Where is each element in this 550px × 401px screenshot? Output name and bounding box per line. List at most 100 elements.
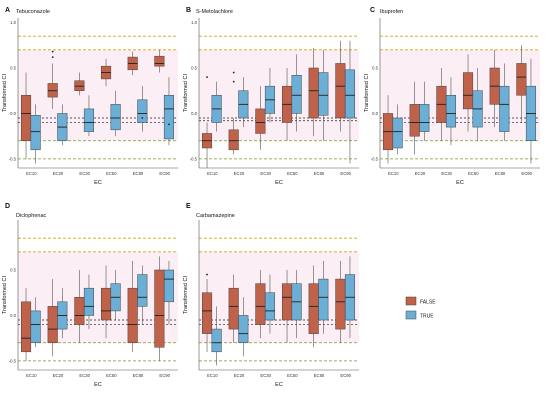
y-tick-label: 0.5: [10, 66, 16, 71]
box-false: [74, 80, 85, 91]
y-tick-label: 0.0: [191, 111, 197, 116]
x-tick-label: EC90: [159, 373, 170, 378]
box-false: [308, 283, 319, 334]
y-tick-label: 0.5: [191, 66, 197, 71]
outlier-point: [206, 76, 208, 78]
x-tick-label: EC20: [234, 171, 245, 176]
y-axis-title: Transformed CI: [364, 74, 370, 112]
y-tick-label: 1.0: [191, 20, 197, 25]
y-tick-label: 1.0: [10, 20, 16, 25]
box-true: [392, 117, 403, 149]
x-tick-label: EC30: [260, 373, 271, 378]
y-tick-label: 0.5: [372, 66, 378, 71]
box-true: [30, 115, 41, 151]
box-false: [20, 95, 32, 141]
y-tick-label: -0.5: [371, 156, 379, 161]
panel-letter: B: [186, 7, 191, 14]
x-tick-label: EC10: [388, 171, 399, 176]
x-tick-label: EC10: [207, 171, 218, 176]
y-tick-label: 0.0: [10, 111, 16, 116]
x-axis-title: EC: [94, 382, 102, 388]
pastel-band: [18, 49, 178, 141]
box-true: [137, 99, 148, 123]
outlier-point: [168, 123, 170, 126]
x-axis-title: EC: [94, 180, 102, 186]
box-true: [445, 95, 457, 128]
legend-swatch: [405, 296, 417, 306]
panel-title: Diclophenac: [16, 213, 47, 219]
box-false: [335, 278, 346, 330]
x-tick-label: EC50: [106, 373, 117, 378]
panel-letter: D: [5, 203, 10, 210]
box-false: [47, 83, 58, 98]
box-false: [154, 55, 165, 67]
box-true: [419, 104, 430, 132]
box-true: [83, 287, 95, 316]
pastel-band: [380, 49, 540, 141]
box-true: [318, 278, 329, 321]
x-tick-label: EC30: [79, 373, 90, 378]
y-axis-title: Transformed CI: [183, 74, 189, 112]
box-false: [201, 292, 213, 334]
x-tick-label: EC30: [260, 171, 271, 176]
box-false: [516, 63, 527, 96]
x-tick-label: EC10: [26, 373, 37, 378]
x-tick-label: EC90: [340, 373, 351, 378]
x-tick-label: EC80: [133, 171, 144, 176]
box-false: [255, 283, 266, 325]
outlier-point: [232, 80, 235, 83]
panel-letter: C: [370, 7, 375, 14]
x-tick-label: EC30: [79, 171, 90, 176]
x-tick-label: EC90: [521, 171, 532, 176]
panel-letter: E: [186, 203, 191, 210]
box-true: [318, 72, 329, 116]
legend-swatch: [405, 310, 417, 320]
panel-letter: A: [5, 7, 10, 14]
box-true: [291, 75, 302, 114]
y-tick-label: -0.5: [9, 156, 17, 161]
x-tick-label: EC80: [314, 171, 325, 176]
y-tick-label: 0.0: [10, 313, 16, 318]
box-false: [228, 129, 239, 151]
legend-label: TRUE: [420, 314, 434, 320]
box-true: [238, 315, 249, 343]
outlier-point: [141, 117, 144, 119]
panel-e: E Carbamazepine Transformed CI EC10 EC20 EC30…: [183, 203, 359, 388]
box-false: [154, 269, 165, 348]
y-tick-label: -0.5: [190, 156, 198, 161]
outlier-point: [51, 50, 54, 53]
panel-title: Carbamazepine: [196, 213, 235, 219]
box-false: [100, 287, 112, 321]
box-false: [308, 67, 319, 119]
panel-title: Tebuconazole: [16, 9, 50, 15]
x-tick-label: EC20: [234, 373, 245, 378]
x-axis-title: EC: [275, 382, 283, 388]
x-tick-label: EC10: [26, 171, 37, 176]
box-true: [137, 274, 148, 307]
box-false: [228, 287, 239, 330]
x-tick-label: EC90: [340, 171, 351, 176]
pastel-band: [199, 49, 359, 141]
box-false: [20, 301, 32, 353]
box-true: [499, 85, 510, 132]
box-true: [163, 269, 175, 303]
y-axis-title: Transformed CI: [2, 276, 8, 314]
box-true: [83, 108, 95, 132]
box-true: [30, 310, 41, 343]
outlier-point: [232, 71, 235, 74]
panel-b: B S-Metolachlore 1.0 0.5 0.0 -0.5 Transformed …: [183, 7, 359, 186]
pastel-band: [199, 251, 359, 343]
y-tick-label: 0.5: [10, 268, 16, 273]
box-false: [335, 63, 346, 119]
x-tick-label: EC80: [314, 373, 325, 378]
x-tick-label: EC50: [287, 171, 298, 176]
box-false: [255, 108, 266, 134]
x-axis-title: EC: [456, 180, 464, 186]
box-false: [47, 306, 58, 343]
box-true: [264, 292, 276, 321]
box-true: [163, 95, 175, 140]
x-tick-label: EC20: [53, 171, 64, 176]
